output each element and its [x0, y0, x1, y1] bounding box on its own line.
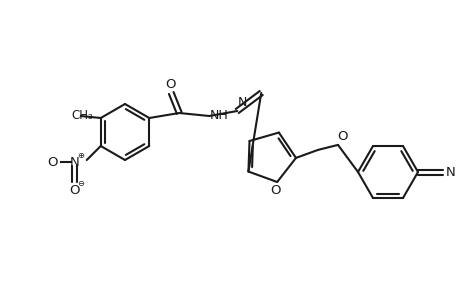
Text: ⊖: ⊖ — [77, 179, 84, 188]
Text: O: O — [47, 155, 58, 169]
Text: N: N — [445, 166, 455, 178]
Text: ⊕: ⊕ — [77, 151, 84, 160]
Text: O: O — [69, 184, 80, 196]
Text: O: O — [337, 130, 347, 143]
Text: N: N — [237, 95, 246, 109]
Text: NH: NH — [209, 109, 228, 122]
Text: O: O — [269, 184, 280, 197]
Text: O: O — [165, 77, 175, 91]
Text: N: N — [70, 155, 79, 169]
Text: CH₃: CH₃ — [72, 109, 93, 122]
